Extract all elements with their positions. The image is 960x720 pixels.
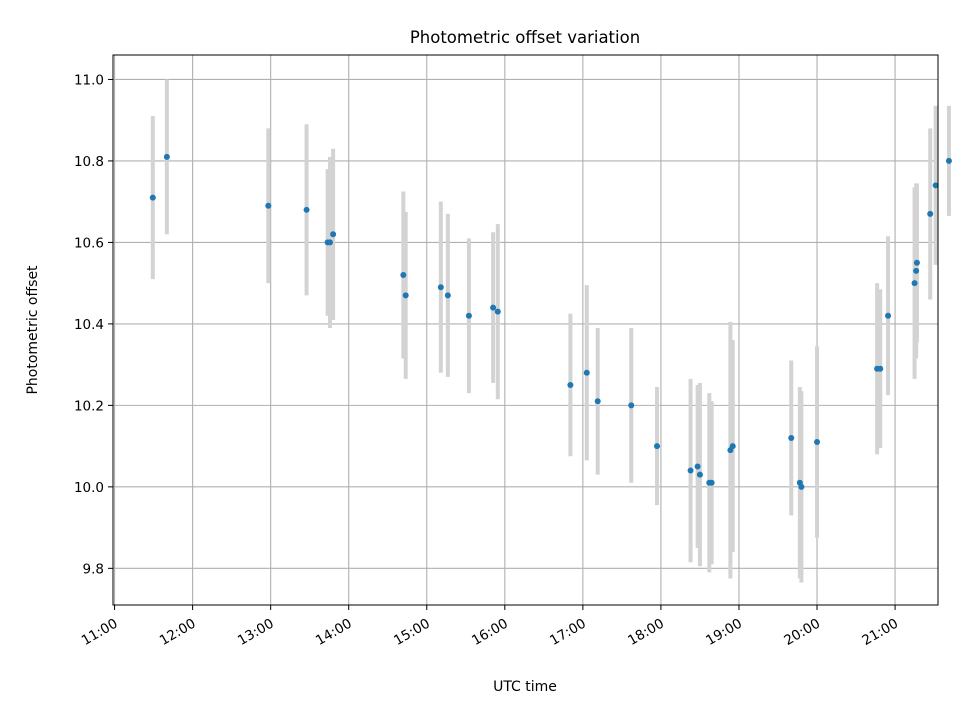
data-point bbox=[444, 292, 451, 299]
plot-frame bbox=[112, 54, 939, 606]
data-point bbox=[913, 267, 920, 274]
data-point bbox=[687, 467, 694, 474]
y-tick-label: 9.8 bbox=[83, 561, 104, 577]
y-tick-label: 10.0 bbox=[74, 480, 104, 496]
data-point bbox=[402, 292, 409, 299]
data-point bbox=[814, 439, 821, 446]
data-point bbox=[490, 304, 497, 311]
chart-title: Photometric offset variation bbox=[410, 28, 640, 47]
data-point bbox=[265, 202, 272, 209]
data-point bbox=[927, 210, 934, 217]
y-tick-label: 10.8 bbox=[74, 154, 104, 170]
grid bbox=[113, 55, 938, 605]
data-point bbox=[911, 280, 918, 287]
data-point bbox=[303, 206, 310, 213]
data-point bbox=[729, 443, 736, 450]
plot-area bbox=[113, 55, 938, 605]
data-point bbox=[400, 272, 407, 278]
y-tick-label: 10.4 bbox=[74, 317, 104, 333]
data-point bbox=[696, 471, 703, 478]
x-axis-label: UTC time bbox=[493, 679, 557, 695]
data-point bbox=[494, 308, 501, 315]
data-point bbox=[163, 153, 170, 160]
data-point bbox=[583, 369, 590, 376]
data-point bbox=[594, 398, 601, 405]
data-point bbox=[885, 312, 892, 319]
data-point bbox=[932, 182, 939, 189]
data-point bbox=[708, 479, 715, 486]
data-point bbox=[913, 259, 920, 266]
data-point bbox=[877, 365, 884, 372]
y-axis-ticks: 9.8 10.0 10.2 10.4 10.6 10.8 11.0 bbox=[74, 72, 113, 577]
data-markers bbox=[149, 153, 952, 490]
y-tick-label: 10.2 bbox=[74, 398, 104, 414]
data-point bbox=[788, 434, 795, 441]
data-point bbox=[330, 231, 337, 238]
data-point bbox=[567, 382, 574, 388]
data-point bbox=[654, 443, 661, 450]
data-point bbox=[149, 194, 156, 201]
data-point bbox=[798, 483, 805, 490]
y-tick-label: 10.6 bbox=[74, 235, 104, 251]
y-tick-label: 11.0 bbox=[74, 72, 104, 88]
y-axis-label: Photometric offset bbox=[25, 265, 41, 395]
data-point bbox=[465, 312, 472, 319]
data-point bbox=[694, 463, 701, 470]
data-point bbox=[945, 157, 952, 164]
data-point bbox=[628, 402, 635, 409]
data-point bbox=[437, 284, 444, 291]
data-point bbox=[326, 239, 333, 246]
